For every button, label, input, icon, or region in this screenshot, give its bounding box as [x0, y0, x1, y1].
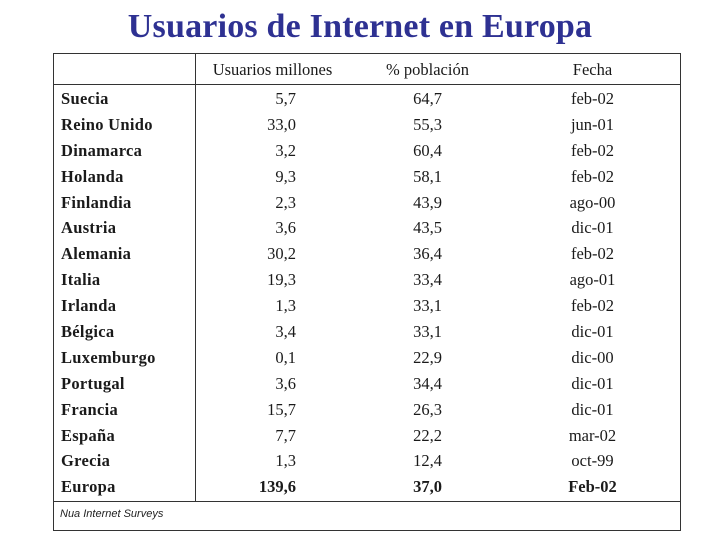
date-cell: dic-01 — [571, 322, 614, 342]
page-title: Usuarios de Internet en Europa — [127, 8, 593, 45]
users-cell: 3,4 — [275, 322, 296, 342]
users-cell: 3,2 — [275, 140, 296, 160]
users-cell: 3,6 — [275, 373, 296, 393]
date-cell: ago-01 — [569, 270, 616, 290]
date-cell: jun-01 — [570, 114, 615, 134]
percent-cell: 64,7 — [413, 89, 442, 108]
date-cell: dic-01 — [571, 218, 614, 238]
percent-cell: 26,3 — [413, 399, 442, 419]
table-frame — [53, 53, 681, 531]
percent-cell: 12,4 — [413, 451, 442, 471]
country-cell: Reino Unido — [61, 114, 153, 134]
country-cell: Dinamarca — [61, 140, 143, 160]
users-cell: 30,2 — [267, 244, 296, 264]
percent-column: 64,7 55,3 60,4 58,1 43,9 43,5 36,4 33,4 … — [350, 86, 505, 500]
percent-cell: 22,9 — [413, 347, 442, 367]
users-cell: 0,1 — [275, 347, 296, 367]
users-cell: 9,3 — [275, 166, 296, 186]
date-cell: dic-00 — [571, 347, 614, 367]
country-cell: Francia — [61, 399, 119, 419]
percent-cell: 33,1 — [413, 322, 442, 342]
header-percent: % población — [386, 60, 469, 79]
country-cell: Alemania — [61, 244, 132, 264]
country-cell: España — [61, 425, 116, 445]
percent-cell: 43,5 — [413, 218, 442, 238]
country-column-divider — [195, 53, 196, 502]
users-cell: 1,3 — [275, 451, 296, 471]
percent-cell: 33,4 — [413, 270, 442, 290]
percent-cell: 33,1 — [413, 296, 442, 316]
country-cell: Luxemburgo — [61, 347, 156, 367]
date-cell: feb-02 — [570, 296, 615, 316]
date-cell: dic-01 — [571, 399, 614, 419]
date-cell: ago-00 — [569, 192, 616, 212]
country-cell: Suecia — [61, 89, 109, 108]
users-cell: 2,3 — [275, 192, 296, 212]
percent-cell: 43,9 — [413, 192, 442, 212]
country-cell: Finlandia — [61, 192, 132, 212]
date-cell: feb-02 — [570, 166, 615, 186]
users-cell: 7,7 — [275, 425, 296, 445]
source-note: Nua Internet Surveys — [60, 508, 164, 520]
percent-cell: 55,3 — [413, 114, 442, 134]
country-column: Suecia Reino Unido Dinamarca Holanda Fin… — [61, 86, 191, 500]
total-users-cell: 139,6 — [258, 477, 296, 497]
users-cell: 3,6 — [275, 218, 296, 238]
users-cell: 5,7 — [275, 89, 296, 108]
header-users: Usuarios millones — [212, 60, 333, 79]
users-cell: 15,7 — [267, 399, 296, 419]
country-cell: Italia — [61, 270, 101, 290]
date-cell: feb-02 — [570, 140, 615, 160]
country-cell: Portugal — [61, 373, 125, 393]
percent-cell: 34,4 — [413, 373, 442, 393]
header-divider — [53, 84, 681, 85]
users-column: 5,7 33,0 3,2 9,3 2,3 3,6 30,2 19,3 1,3 3… — [198, 86, 296, 500]
date-cell: mar-02 — [568, 425, 617, 445]
users-cell: 1,3 — [275, 296, 296, 316]
date-column: feb-02 jun-01 feb-02 feb-02 ago-00 dic-0… — [505, 86, 680, 500]
date-cell: oct-99 — [571, 451, 614, 471]
percent-cell: 22,2 — [413, 425, 442, 445]
total-percent-cell: 37,0 — [413, 477, 442, 497]
country-cell: Irlanda — [61, 296, 117, 316]
date-cell: dic-01 — [571, 373, 614, 393]
date-cell: feb-02 — [570, 244, 615, 264]
country-cell: Austria — [61, 218, 117, 238]
total-country-cell: Europa — [61, 477, 116, 497]
percent-cell: 36,4 — [413, 244, 442, 264]
users-cell: 33,0 — [267, 114, 296, 134]
percent-cell: 58,1 — [413, 166, 442, 186]
country-cell: Bélgica — [61, 322, 115, 342]
header-date: Fecha — [572, 60, 613, 79]
country-cell: Grecia — [61, 451, 111, 471]
percent-cell: 60,4 — [413, 140, 442, 160]
footer-divider — [53, 501, 681, 502]
users-cell: 19,3 — [267, 270, 296, 290]
country-cell: Holanda — [61, 166, 124, 186]
total-date-cell: Feb-02 — [568, 477, 617, 497]
date-cell: feb-02 — [570, 89, 615, 108]
